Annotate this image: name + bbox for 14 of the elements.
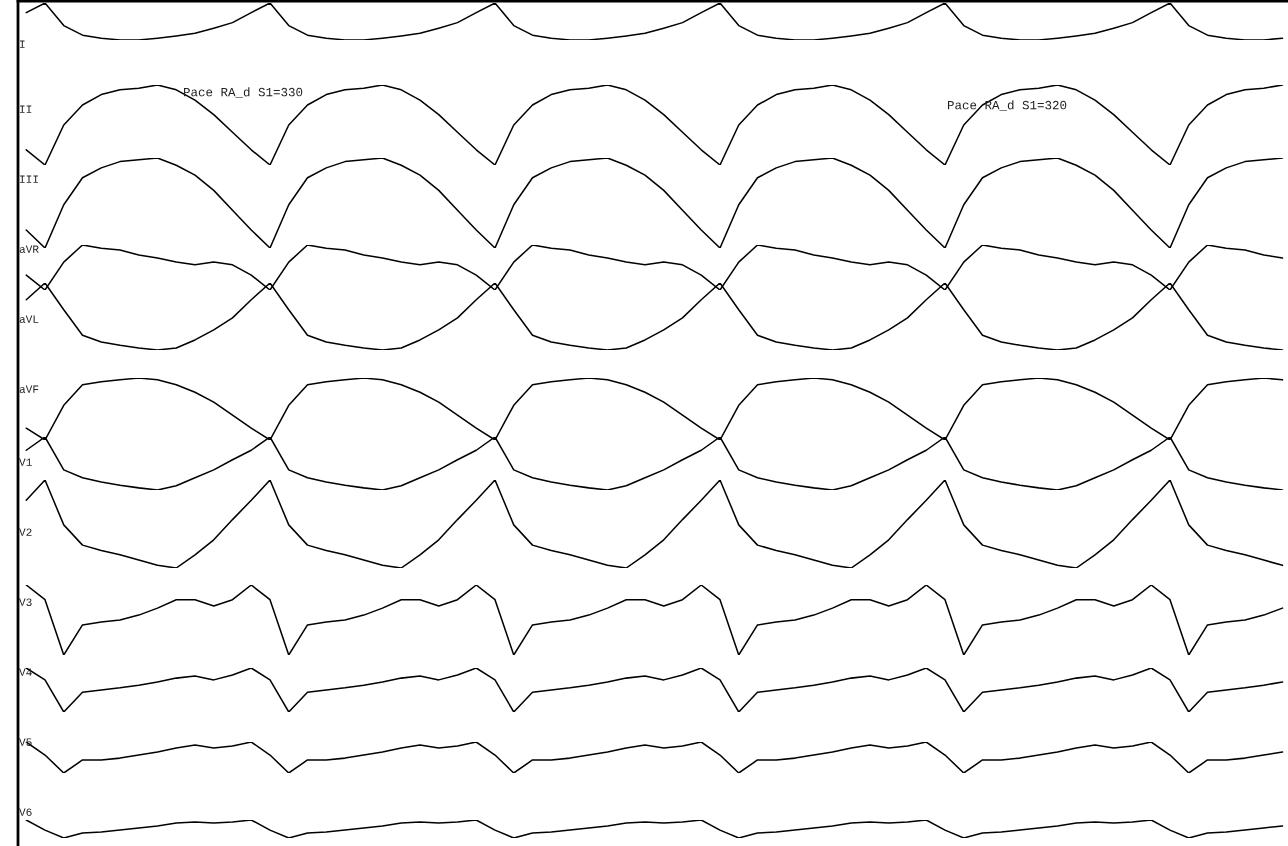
- series-label: V1: [19, 458, 32, 466]
- series-label: V5: [19, 738, 32, 746]
- text: aVR: [19, 245, 39, 253]
- series-label: aVL: [19, 315, 39, 323]
- text: III: [20, 175, 38, 183]
- text: V2: [19, 528, 32, 536]
- text: aVF: [19, 385, 39, 393]
- text: II: [20, 105, 32, 113]
- series-label: V6: [19, 808, 32, 816]
- series-label: V4: [19, 668, 32, 676]
- text: I: [20, 40, 25, 48]
- series-label: V3: [19, 598, 32, 606]
- annotation: Pace RA_d S1=330: [183, 87, 303, 98]
- annotation: Pace RA_d S1=320: [947, 100, 1067, 111]
